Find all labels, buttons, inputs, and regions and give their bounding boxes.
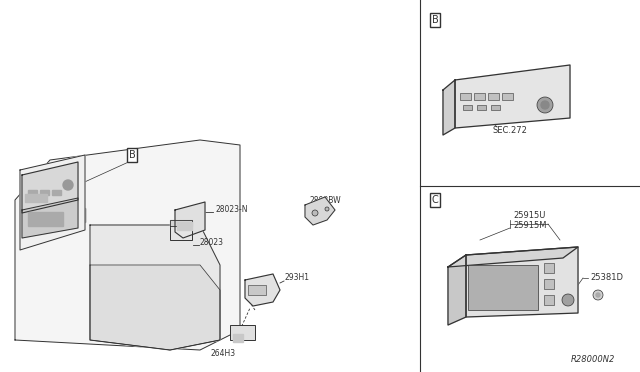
Bar (170, 226, 192, 240)
Bar (491, 105, 500, 110)
Bar (477, 105, 486, 110)
Text: 293H1: 293H1 (285, 273, 310, 282)
Polygon shape (448, 247, 578, 267)
Polygon shape (448, 255, 466, 325)
Bar (544, 263, 554, 273)
Polygon shape (90, 265, 220, 350)
Polygon shape (15, 140, 240, 350)
Polygon shape (90, 225, 220, 350)
Bar (233, 334, 243, 342)
Text: 25381D: 25381D (590, 273, 623, 282)
Circle shape (593, 290, 603, 300)
Polygon shape (22, 162, 78, 213)
Bar (544, 279, 554, 289)
Circle shape (541, 101, 549, 109)
Polygon shape (466, 247, 578, 317)
Bar (460, 93, 471, 100)
Bar (502, 93, 513, 100)
Text: 25915M: 25915M (513, 221, 547, 230)
Text: SEC.272: SEC.272 (493, 125, 527, 135)
Circle shape (562, 294, 574, 306)
Text: B: B (129, 150, 136, 160)
Circle shape (325, 207, 329, 211)
Bar (52, 190, 61, 195)
Bar (230, 325, 255, 340)
Polygon shape (170, 220, 192, 226)
Bar (25, 194, 47, 202)
Circle shape (63, 180, 73, 190)
Bar (177, 222, 192, 230)
Polygon shape (443, 80, 455, 135)
Text: B: B (431, 15, 438, 25)
Polygon shape (20, 155, 85, 250)
Circle shape (537, 97, 553, 113)
Bar (488, 93, 499, 100)
Bar (468, 265, 538, 310)
Text: 28023-N: 28023-N (215, 205, 248, 214)
Polygon shape (245, 274, 280, 306)
Bar (28, 212, 63, 226)
Text: R28000N2: R28000N2 (571, 356, 615, 365)
Bar (544, 295, 554, 305)
Text: C: C (431, 195, 438, 205)
Polygon shape (175, 202, 205, 238)
Text: 25915U: 25915U (514, 211, 546, 219)
Polygon shape (305, 197, 335, 225)
Bar (28, 190, 37, 195)
Circle shape (596, 293, 600, 297)
Bar (248, 285, 266, 295)
Text: 28023: 28023 (200, 237, 224, 247)
Circle shape (312, 210, 318, 216)
Text: 264H3: 264H3 (211, 350, 236, 359)
Polygon shape (22, 198, 78, 238)
Text: 2803BW: 2803BW (310, 196, 342, 205)
Bar (474, 93, 485, 100)
Bar (463, 105, 472, 110)
Bar (40, 190, 49, 195)
Text: C: C (77, 210, 83, 220)
Polygon shape (455, 65, 570, 128)
